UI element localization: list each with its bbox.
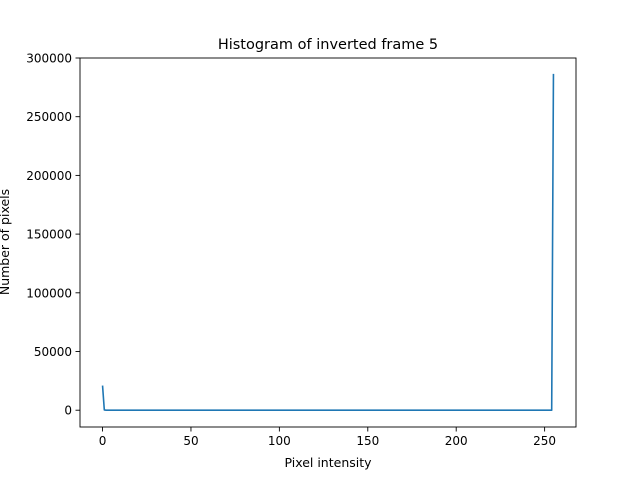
y-tick-label: 250000 [26,110,72,124]
y-axis-ticks: 0 50000 100000 150000 200000 250000 300000 [26,52,80,418]
axes-frame [79,57,577,428]
x-tick-label: 0 [99,434,107,448]
x-tick-label: 150 [356,434,379,448]
y-tick-label: 50000 [34,345,72,359]
x-axis-label: Pixel intensity [284,455,372,470]
y-tick-label: 300000 [26,52,72,66]
x-tick-label: 100 [268,434,291,448]
y-tick-label: 150000 [26,228,72,242]
y-tick-label: 200000 [26,169,72,183]
y-tick-label: 0 [64,404,72,418]
plot-area [101,73,555,412]
x-axis-ticks: 0 50 100 150 200 250 [99,427,556,448]
series-line [101,73,555,412]
x-tick-label: 50 [183,434,198,448]
y-axis-label: Number of pixels [0,189,12,295]
x-tick-label: 200 [445,434,468,448]
x-tick-label: 250 [533,434,556,448]
y-tick-label: 100000 [26,286,72,300]
chart-title: Histogram of inverted frame 5 [218,37,438,53]
